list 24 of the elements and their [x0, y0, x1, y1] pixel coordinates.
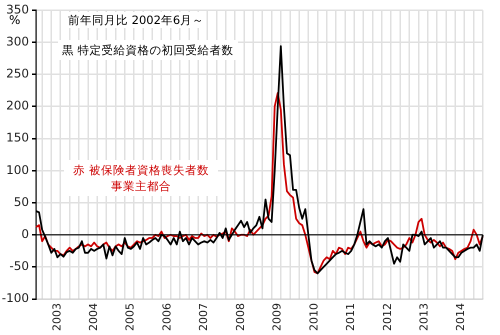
y-tick-label: 100: [6, 162, 29, 177]
y-tick-label: 300: [6, 34, 29, 48]
x-tick-label: 2004: [87, 303, 100, 331]
y-tick-label: 150: [6, 130, 29, 145]
x-tick-label: 2011: [344, 303, 358, 331]
x-tick-label: 2008: [234, 303, 247, 331]
x-tick-label: 2007: [197, 303, 210, 331]
x-tick-label: 2010: [307, 303, 320, 331]
x-tick-label: 2014: [454, 303, 468, 331]
x-tick-label: 2006: [160, 303, 174, 331]
y-tick-label: 200: [6, 98, 29, 113]
y-tick-label: -100: [2, 291, 29, 306]
text: 赤 被保険者資格喪失者数事業主都合: [64, 160, 218, 196]
text: 黒 特定受給資格の初回受給者数: [58, 40, 238, 60]
x-tick-label: 2012: [380, 303, 394, 331]
y-tick-label: 250: [6, 66, 29, 81]
x-tick-label: 2005: [124, 303, 137, 331]
y-tick-label: 0: [21, 226, 29, 241]
x-tick-label: 2009: [270, 303, 284, 331]
x-tick-label: 2013: [418, 303, 431, 331]
y-tick-label: 50: [14, 194, 29, 209]
y-tick-label: -50: [9, 259, 29, 274]
chart-title: 前年同月比 2002年6月～: [68, 12, 204, 28]
x-tick-label: 2003: [50, 303, 64, 331]
